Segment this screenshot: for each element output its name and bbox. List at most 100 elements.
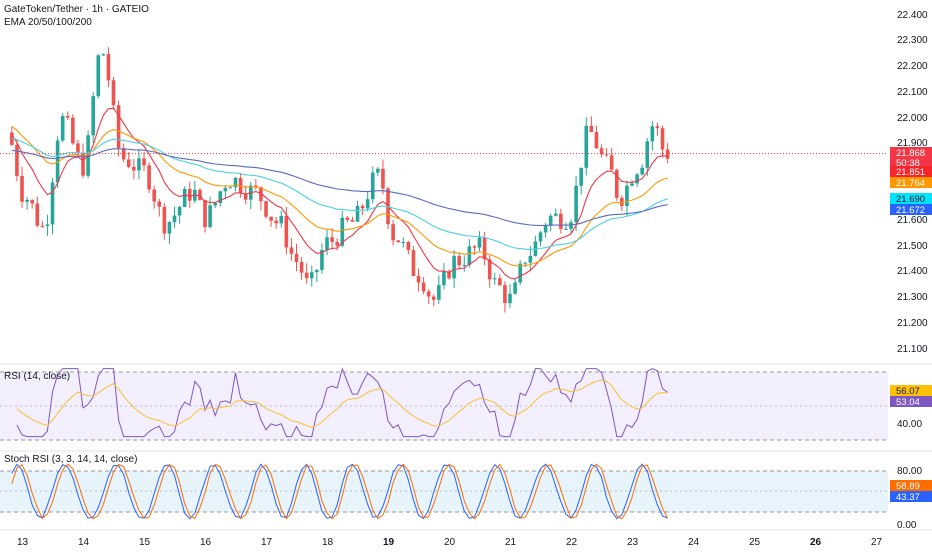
candle-down [157, 201, 162, 207]
candle-up [508, 293, 512, 304]
stoch-d-line [11, 463, 669, 520]
candle-up [365, 199, 370, 209]
candle-down [381, 168, 385, 189]
candle-down [426, 291, 431, 297]
ema200-value: 21.672 [896, 205, 925, 216]
candle-up [320, 250, 324, 270]
candle-up [167, 222, 172, 234]
candle-up [492, 278, 497, 280]
candle-down [111, 80, 116, 106]
stoch-title[interactable]: Stoch RSI (3, 3, 14, 14, close) [4, 454, 137, 465]
candle-down [457, 256, 461, 266]
price-tick: 22.400 [897, 10, 928, 21]
rsi-pane[interactable] [16, 367, 668, 438]
candle-down [259, 187, 263, 202]
candle-down [604, 154, 609, 156]
candle-up [177, 206, 182, 216]
price-tick: 21.200 [897, 318, 928, 329]
candle-down [30, 199, 34, 204]
candle-up [513, 282, 517, 294]
time-tick: 18 [322, 537, 334, 548]
candle-down [487, 259, 492, 280]
rsi-ma-value: 56.07 [896, 386, 920, 397]
candle-up [137, 158, 141, 171]
ema50-line [11, 125, 668, 267]
candle-down [35, 203, 40, 226]
price-tick: 21.900 [897, 138, 928, 149]
candle-up [213, 202, 217, 206]
candle-down [132, 166, 136, 171]
candle-up [467, 246, 472, 265]
rsi-ma-badge [890, 385, 932, 396]
price-tick: 22.200 [897, 61, 928, 72]
candle-down [599, 148, 604, 155]
price-badges: 21.868 50:38 21.851 21.764 21.690 21.672 [890, 147, 932, 216]
time-tick: 15 [139, 537, 151, 548]
candle-up [218, 191, 223, 203]
rsi-line [16, 367, 668, 438]
stoch-tick: 0.00 [897, 520, 917, 531]
candle-down [498, 278, 502, 286]
candle-down [264, 201, 268, 217]
candle-up [60, 116, 65, 141]
price-tick: 22.100 [897, 87, 928, 98]
price-tick: 22.300 [897, 35, 928, 46]
candle-up [325, 237, 329, 251]
rsi-title[interactable]: RSI (14, close) [4, 371, 70, 382]
candle-up [25, 199, 29, 202]
ema-legend[interactable]: EMA 20/50/100/200 [4, 17, 92, 28]
candle-down [274, 220, 278, 224]
price-pane[interactable] [10, 47, 670, 313]
time-tick: 19 [383, 537, 395, 548]
candle-up [233, 177, 238, 188]
candle-down [294, 253, 299, 263]
candle-up [543, 225, 548, 233]
candle-down [416, 275, 421, 283]
price-tick: 21.500 [897, 241, 928, 252]
price-axis[interactable]: 22.400 22.300 22.200 22.100 22.000 21.90… [897, 10, 928, 355]
time-tick: 14 [78, 537, 90, 548]
candle-up [564, 228, 568, 230]
price-tick: 21.400 [897, 266, 928, 277]
candle-down [65, 116, 70, 118]
candle-down [360, 206, 365, 209]
candle-up [55, 140, 60, 183]
candle-up [279, 215, 284, 224]
candle-down [411, 250, 416, 276]
candle-down [609, 155, 614, 170]
price-tick: 21.100 [897, 344, 928, 355]
candle-down [559, 213, 563, 229]
candle-down [147, 165, 151, 190]
candle-down [396, 240, 400, 243]
candle-up [376, 168, 380, 173]
candle-up [574, 185, 578, 223]
ema100-badge [890, 193, 932, 204]
candle-down [40, 225, 45, 227]
candle-down [76, 143, 80, 154]
candle-down [152, 189, 156, 202]
candle-up [101, 54, 106, 56]
candle-up [584, 125, 589, 168]
stoch-k-badge [890, 491, 932, 502]
candle-down [289, 247, 294, 254]
last-price-value: 21.868 [896, 148, 925, 159]
rsi-ma-line [16, 379, 668, 428]
time-tick: 27 [871, 537, 883, 548]
candle-down [503, 285, 507, 304]
candle-down [614, 169, 619, 198]
candle-down [620, 197, 624, 206]
symbol-title[interactable]: GateToken/Tether · 1h · GATEIO [4, 4, 149, 15]
stoch-d-value: 58.89 [896, 481, 920, 492]
candle-up [462, 264, 467, 266]
stoch-rsi-pane[interactable] [11, 463, 669, 520]
candle-down [660, 128, 665, 150]
candle-down [269, 216, 273, 221]
candle-down [447, 271, 451, 279]
candle-down [243, 193, 248, 200]
candle-up [442, 271, 446, 286]
candle-up [553, 213, 558, 216]
candle-down [187, 189, 192, 201]
candle-up [370, 172, 375, 200]
time-axis[interactable]: 13 14 15 16 17 18 19 20 21 22 23 24 25 2… [17, 537, 883, 548]
